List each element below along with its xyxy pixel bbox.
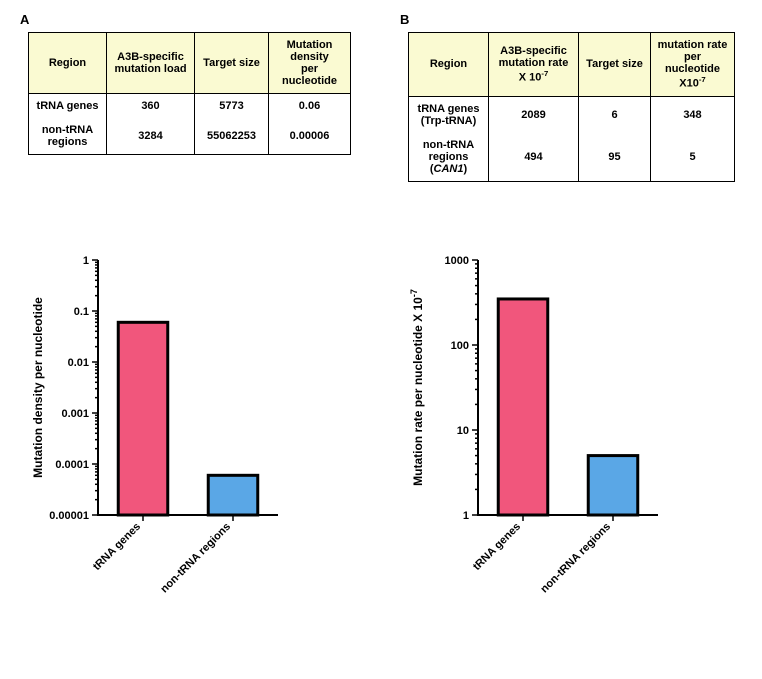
chart-a: 0.00001 0.0001 0.001 0.01 0.1 1 tRNA genes non-… — [28, 250, 288, 635]
table-b-target: 6 — [579, 96, 651, 133]
svg-text:1000: 1000 — [445, 255, 469, 267]
table-a-load: 3284 — [107, 118, 195, 155]
table-b: RegionA3B-specificmutation rateX 10-7Tar… — [408, 32, 735, 182]
svg-text:0.00001: 0.00001 — [49, 510, 89, 522]
table-a-header: A3B-specificmutation load — [107, 33, 195, 94]
table-b-region: tRNA genes(Trp-tRNA) — [409, 96, 489, 133]
table-a-region: non-tRNAregions — [29, 118, 107, 155]
table-b-header: mutation rateper nucleotideX10-7 — [651, 33, 735, 97]
table-row: tRNA genes(Trp-tRNA)20896348 — [409, 96, 735, 133]
svg-text:1: 1 — [463, 510, 469, 522]
table-b-region: non-tRNAregions(CAN1) — [409, 133, 489, 182]
table-b-header: Region — [409, 33, 489, 97]
table-row: non-tRNAregions3284550622530.00006 — [29, 118, 351, 155]
svg-text:Mutation density per nucleotid: Mutation density per nucleotide — [31, 297, 45, 478]
table-b-header: Target size — [579, 33, 651, 97]
table-a-header: Target size — [195, 33, 269, 94]
svg-text:0.01: 0.01 — [68, 357, 89, 369]
table-a-target: 55062253 — [195, 118, 269, 155]
table-row: non-tRNAregions(CAN1)494955 — [409, 133, 735, 182]
panel-b-label: B — [400, 12, 409, 27]
table-a-density: 0.06 — [269, 94, 351, 119]
panel-a-label: A — [20, 12, 29, 27]
table-a-target: 5773 — [195, 94, 269, 119]
svg-text:0.0001: 0.0001 — [55, 459, 89, 471]
svg-text:non-tRNA regions: non-tRNA regions — [538, 521, 613, 596]
table-row: tRNA genes36057730.06 — [29, 94, 351, 119]
table-b-per-nt: 5 — [651, 133, 735, 182]
chart-bar — [588, 456, 638, 515]
svg-text:Mutation rate per nucleotide X: Mutation rate per nucleotide X 10-7 — [409, 289, 425, 486]
table-b-target: 95 — [579, 133, 651, 182]
svg-text:10: 10 — [457, 425, 469, 437]
svg-text:0.001: 0.001 — [61, 408, 89, 420]
svg-text:1: 1 — [83, 255, 89, 267]
chart-bar — [498, 299, 548, 515]
svg-text:tRNA genes: tRNA genes — [471, 521, 523, 573]
svg-text:100: 100 — [451, 340, 469, 352]
table-b-header: A3B-specificmutation rateX 10-7 — [489, 33, 579, 97]
table-b-rate: 2089 — [489, 96, 579, 133]
table-a-header: Region — [29, 33, 107, 94]
table-b-rate: 494 — [489, 133, 579, 182]
svg-text:0.1: 0.1 — [74, 306, 89, 318]
svg-text:non-tRNA regions: non-tRNA regions — [158, 521, 233, 596]
svg-text:tRNA genes: tRNA genes — [91, 521, 143, 573]
table-a: RegionA3B-specificmutation loadTarget si… — [28, 32, 351, 155]
chart-b: 1 10 100 1000 tRNA genes non-tRNA regions Muta… — [408, 250, 668, 635]
table-a-load: 360 — [107, 94, 195, 119]
table-a-region: tRNA genes — [29, 94, 107, 119]
chart-bar — [208, 475, 258, 515]
table-a-header: Mutationdensityper nucleotide — [269, 33, 351, 94]
table-b-per-nt: 348 — [651, 96, 735, 133]
table-a-density: 0.00006 — [269, 118, 351, 155]
chart-bar — [118, 322, 168, 515]
